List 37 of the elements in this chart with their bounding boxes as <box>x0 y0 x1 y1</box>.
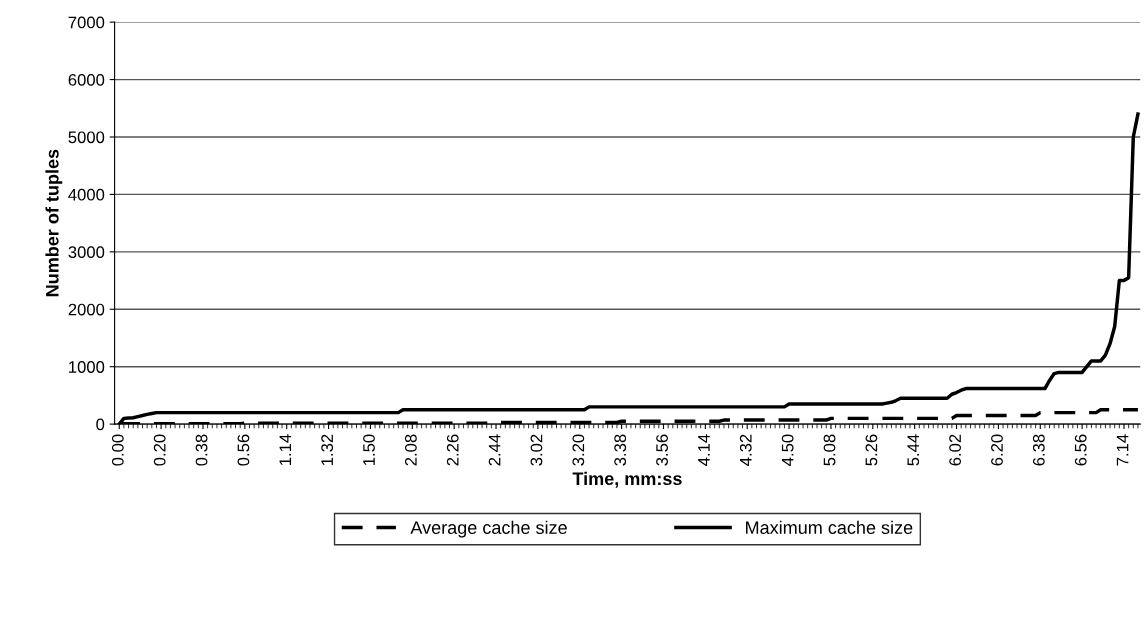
x-tick-label: 5.26 <box>865 434 878 466</box>
y-tick-label: 3000 <box>68 246 105 259</box>
x-tick-label: 2.26 <box>446 434 459 466</box>
x-tick-label: 2.44 <box>488 434 501 466</box>
x-tick-label: 0.00 <box>111 434 124 466</box>
x-tick-label: 4.32 <box>739 434 752 466</box>
y-tick-label: 4000 <box>68 188 105 201</box>
y-axis-title: Number of tuples <box>45 149 63 297</box>
x-tick-label: 6.02 <box>949 434 962 466</box>
legend-label: Maximum cache size <box>746 520 913 535</box>
y-tick-label: 5000 <box>68 131 105 144</box>
y-tick-label: 6000 <box>68 73 105 86</box>
x-tick-label: 0.38 <box>195 434 208 466</box>
x-tick-label: 4.50 <box>781 434 794 466</box>
y-tick-label: 2000 <box>68 303 105 316</box>
x-tick-label: 6.56 <box>1074 434 1087 466</box>
y-tick-label: 1000 <box>69 361 105 373</box>
x-tick-label: 7.14 <box>1116 434 1129 466</box>
x-tick-label: 5.08 <box>823 434 836 466</box>
x-tick-label: 1.50 <box>363 434 375 465</box>
x-tick-label: 3.38 <box>614 434 627 466</box>
x-tick-label: 2.08 <box>404 434 417 466</box>
x-tick-label: 1.14 <box>279 434 292 465</box>
x-tick-label: 5.44 <box>907 434 920 466</box>
x-tick-label: 6.38 <box>1032 434 1045 466</box>
x-tick-label: 3.56 <box>656 434 668 466</box>
x-tick-label: 4.14 <box>698 434 710 466</box>
x-tick-label: 1.32 <box>321 434 334 465</box>
x-tick-label: 0.20 <box>153 434 166 466</box>
y-tick-label: 7000 <box>68 16 105 29</box>
x-tick-label: 6.20 <box>991 434 1003 466</box>
x-tick-label: 0.56 <box>237 434 250 466</box>
x-tick-label: 3.20 <box>572 434 585 466</box>
y-tick-label: 0 <box>96 418 105 431</box>
legend-label: Average cache size <box>410 520 567 538</box>
x-tick-label: 3.02 <box>530 434 543 466</box>
x-axis-title: Time, mm:ss <box>572 471 682 488</box>
